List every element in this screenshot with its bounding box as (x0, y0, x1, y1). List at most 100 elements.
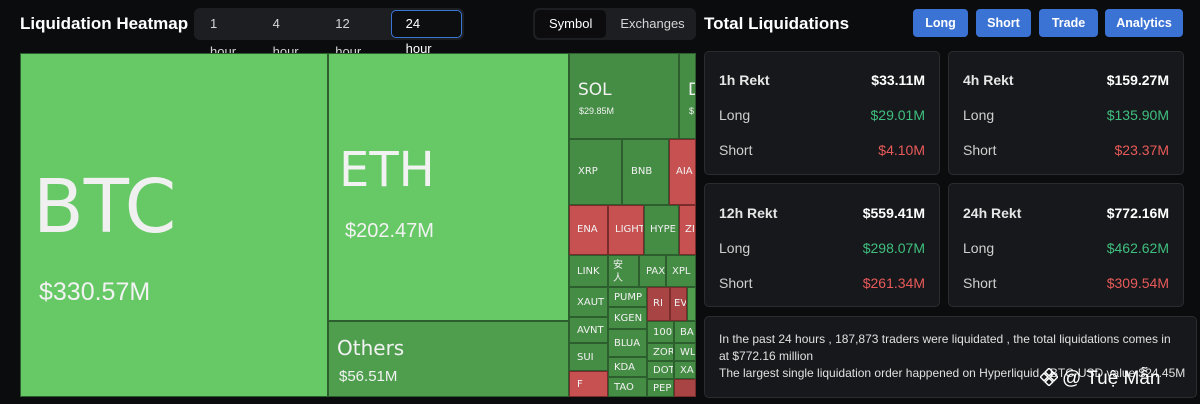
treemap-cell-bnb[interactable]: BNB (622, 139, 669, 205)
cell-symbol: 100 (653, 327, 673, 338)
treemap-cell-ba[interactable]: BA (674, 321, 696, 343)
treemap-cell-zor[interactable]: ZOR (647, 343, 674, 361)
treemap-cell-d[interactable]: D $ (679, 53, 696, 139)
rekt-card-24h: 24h Rekt $772.16M Long $462.62M Short $309.… (948, 183, 1184, 307)
time-option-24h[interactable]: 24 hour (390, 10, 462, 56)
treemap-cell-f[interactable]: F (569, 371, 608, 397)
short-label: Short (719, 142, 753, 158)
cell-value: $29.85M (579, 106, 615, 116)
short-value: $261.34M (862, 275, 925, 291)
treemap-cell-sui[interactable]: SUI (569, 343, 608, 371)
total-liquidations-title: Total Liquidations (704, 14, 850, 33)
cell-symbol: XA (680, 365, 694, 376)
summary-line-1: In the past 24 hours , 187,873 traders w… (719, 332, 1171, 346)
rekt-card-4h: 4h Rekt $159.27M Long $135.90M Short $23.37… (948, 51, 1184, 175)
long-button[interactable]: Long (913, 9, 968, 37)
type-option-symbol[interactable]: Symbol (535, 10, 607, 38)
cell-symbol: 安人 (613, 260, 623, 284)
cell-symbol: BA (680, 327, 694, 338)
treemap-cell-btc[interactable]: BTC $330.57M (20, 53, 328, 397)
liquidation-treemap: BTC $330.57M ETH $202.47M Others $56.51M… (20, 53, 696, 397)
type-option-exchanges[interactable]: Exchanges (620, 16, 685, 31)
treemap-cell-zi[interactable]: ZI (679, 205, 696, 255)
cell-symbol: RI (653, 298, 663, 309)
treemap-cell-pep[interactable]: PEP (647, 379, 674, 397)
cell-symbol: D (688, 80, 695, 100)
treemap-cell-eth[interactable]: ETH $202.47M (328, 53, 569, 321)
treemap-cell-kda[interactable]: KDA (608, 357, 647, 377)
watermark: @ Tuệ Mẫn (1040, 368, 1161, 390)
cell-symbol: LINK (577, 266, 600, 277)
treemap-cell-100[interactable]: 100 (647, 321, 674, 343)
short-value: $309.54M (1106, 275, 1169, 291)
treemap-cell-tao[interactable]: TAO (608, 377, 647, 397)
cell-symbol: AVNT (577, 325, 604, 336)
treemap-cell-ena[interactable]: ENA (569, 205, 608, 255)
diamond-logo-icon (1040, 368, 1058, 386)
treemap-cell-xpl[interactable]: XPL (666, 255, 696, 287)
treemap-cell-light[interactable]: LIGHT (608, 205, 644, 255)
treemap-cell-xaut[interactable]: XAUT (569, 287, 608, 317)
cell-symbol: LIGHT (615, 224, 644, 235)
cell-symbol: BNB (631, 166, 653, 177)
treemap-cell-blua[interactable]: BLUA (608, 329, 647, 357)
cell-symbol: SUI (577, 352, 594, 363)
watermark-text: @ Tuệ Mẫn (1062, 368, 1161, 389)
long-label: Long (719, 107, 751, 123)
cell-symbol: HYPE (650, 224, 676, 235)
treemap-cell-xrp[interactable]: XRP (569, 139, 622, 205)
card-total: $559.41M (862, 205, 925, 221)
short-label: Short (719, 275, 753, 291)
cell-symbol: PEP (653, 383, 672, 394)
time-option-1h[interactable]: 1 hour (210, 16, 237, 59)
cell-value: $202.47M (345, 220, 434, 242)
cell-symbol: KDA (614, 362, 635, 373)
cell-symbol: XRP (578, 166, 598, 177)
long-label: Long (963, 107, 995, 123)
analytics-button[interactable]: Analytics (1105, 9, 1183, 37)
cell-symbol: BTC (33, 164, 177, 250)
short-value: $4.10M (878, 142, 925, 158)
cell-symbol: ZI (685, 224, 695, 235)
cell-symbol: DOT (653, 365, 674, 376)
cell-symbol: Others (337, 336, 405, 360)
treemap-cell-sol[interactable]: SOL $29.85M (569, 53, 679, 139)
cell-symbol: SOL (578, 80, 612, 100)
treemap-cell-xa[interactable]: XA (674, 361, 696, 379)
cell-symbol: ENA (577, 224, 598, 235)
treemap-cell-hype[interactable]: HYPE (644, 205, 679, 255)
card-total: $772.16M (1106, 205, 1169, 221)
time-option-4h[interactable]: 4 hour (272, 16, 299, 59)
group-type-selector: Symbol Exchanges (533, 8, 696, 40)
treemap-cell-ev[interactable]: EV (670, 287, 687, 321)
long-label: Long (719, 240, 751, 256)
treemap-cell-dot[interactable]: DOT (647, 361, 674, 379)
treemap-cell-pax[interactable]: PAX (639, 255, 666, 287)
cell-value: $56.51M (339, 368, 398, 385)
treemap-cell-kgen[interactable]: KGEN (608, 307, 647, 329)
treemap-cell-link[interactable]: LINK (569, 255, 608, 287)
trade-button[interactable]: Trade (1039, 9, 1098, 37)
short-label: Short (963, 142, 997, 158)
time-option-12h[interactable]: 12 hour (335, 16, 362, 59)
treemap-cell-pump[interactable]: PUMP (608, 287, 647, 307)
time-range-selector: 1 hour 4 hour 12 hour 24 hour (194, 8, 464, 59)
treemap-cell-misc-1[interactable] (687, 287, 696, 321)
long-value: $135.90M (1106, 107, 1169, 123)
treemap-cell-others[interactable]: Others $56.51M (328, 321, 569, 397)
treemap-cell-avnt[interactable]: AVNT (569, 317, 608, 343)
treemap-cell-wl[interactable]: WL (674, 343, 696, 361)
cell-symbol: F (577, 379, 583, 390)
treemap-cell-aia[interactable]: AIA (669, 139, 696, 205)
card-label: 12h Rekt (719, 205, 778, 221)
cell-symbol: ETH (339, 142, 435, 198)
cell-value: $330.57M (39, 278, 151, 306)
cell-symbol: PUMP (614, 292, 643, 303)
treemap-cell-misc-2[interactable] (674, 379, 696, 397)
long-value: $298.07M (862, 240, 925, 256)
treemap-cell-ri[interactable]: RI (647, 287, 670, 321)
treemap-cell-an[interactable]: 安人 (608, 255, 639, 287)
cell-symbol: XPL (672, 266, 691, 277)
short-button[interactable]: Short (976, 9, 1031, 37)
cell-symbol: ZOR (653, 347, 674, 358)
